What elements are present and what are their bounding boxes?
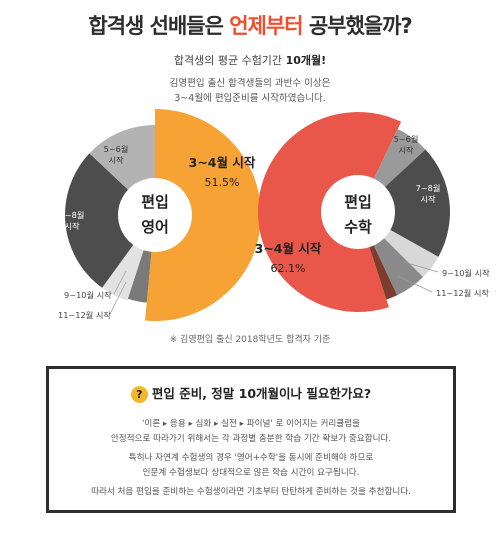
footnote: ※ 김영편입 출신 2018학년도 합격자 기준: [169, 335, 331, 345]
slice-label: 5~6월: [394, 134, 419, 144]
slice-label: 7~8월: [60, 210, 85, 220]
slice-label: 7~8월: [416, 183, 441, 193]
slice-label: 9~10월 시작: [64, 290, 112, 300]
slice-label: 시작: [64, 221, 80, 231]
slice-4: [383, 229, 439, 278]
leader-line: [403, 261, 439, 273]
info-box-title: ? 편입 준비, 정말 10개월이나 필요한가요?: [49, 383, 453, 403]
center-label-line-1: 편입: [141, 193, 169, 211]
slice-label: 9~10월 시작: [442, 268, 490, 278]
slice-1: [258, 111, 402, 312]
subtitle-prefix: 합격생의 평균 수험기간: [173, 54, 286, 67]
info-box: ? 편입 준비, 정말 10개월이나 필요한가요? '이론 ▸ 응용 ▸ 심화 ▸…: [46, 366, 456, 513]
slice-5: [89, 125, 155, 191]
leader-line: [397, 275, 433, 293]
headline-accent: 언제부터: [229, 14, 303, 38]
subtitle: 합격생의 평균 수험기간 10개월!: [0, 52, 500, 68]
info-line-2: 안정적으로 따라가기 위해서는 각 과정별 충분한 학습 기간 확보가 중요합니…: [110, 434, 392, 444]
headline-part1: 합격생 선배들은: [88, 14, 230, 38]
slice-label: 시작: [108, 155, 124, 165]
info-line-5: 따라서 처음 편입을 준비하는 수험생이라면 기초부터 탄탄하게 준비하는 것을…: [91, 487, 411, 497]
leader-line: [109, 281, 127, 315]
slice-2: [373, 129, 426, 188]
description-line-2: 3~4월에 편입준비를 시작하였습니다.: [174, 93, 326, 104]
slice-label: 시작: [420, 194, 436, 204]
subtitle-bold: 10개월!: [285, 54, 327, 67]
slice-6: [369, 244, 398, 300]
info-box-title-text: 편입 준비, 정말 10개월이나 필요한가요?: [151, 386, 372, 401]
slice-5: [373, 237, 424, 296]
slice-1-value: 51.5%: [205, 176, 240, 189]
slice-label: 5~6월: [104, 144, 129, 154]
info-line-3: 특히나 자연계 수험생의 경우 '영어+수학'을 동시에 준비해야 하므로: [128, 453, 374, 463]
slice-1-label: 3~4월 시작: [189, 155, 256, 170]
donut-hole: [118, 178, 192, 252]
question-icon: ?: [130, 386, 148, 403]
slice-3: [102, 244, 144, 301]
center-label-line-2: 수학: [344, 218, 372, 236]
donut-hole: [321, 175, 395, 249]
slice-1-label: 3~4월 시작: [255, 241, 322, 256]
slice-3: [384, 149, 450, 257]
info-line-4: 인문계 수험생보다 상대적으로 많은 학습 시간이 요구됩니다.: [142, 468, 360, 478]
center-label-line-1: 편입: [344, 193, 372, 211]
leader-line: [113, 270, 127, 295]
slice-label: 11~12월 시작: [436, 288, 489, 298]
center-label-line-2: 영어: [141, 218, 169, 236]
slice-1: [145, 109, 261, 321]
slice-2: [127, 249, 152, 303]
slice-label: 11~12월 시작: [58, 310, 111, 320]
headline-part2: 공부했을까?: [302, 14, 413, 38]
slice-1-value: 62.1%: [271, 262, 306, 275]
info-line-1: '이론 ▸ 응용 ▸ 심화 ▸ 실전 ▸ 파이널' 로 이어지는 커리큘럼을: [141, 419, 361, 429]
slice-label: 시작: [398, 145, 414, 155]
slice-4: [65, 153, 134, 288]
page-headline: 합격생 선배들은 언제부터 공부했을까?: [0, 10, 500, 40]
description-line-1: 김영편입 출신 합격생들의 과반수 이상은: [169, 78, 331, 89]
